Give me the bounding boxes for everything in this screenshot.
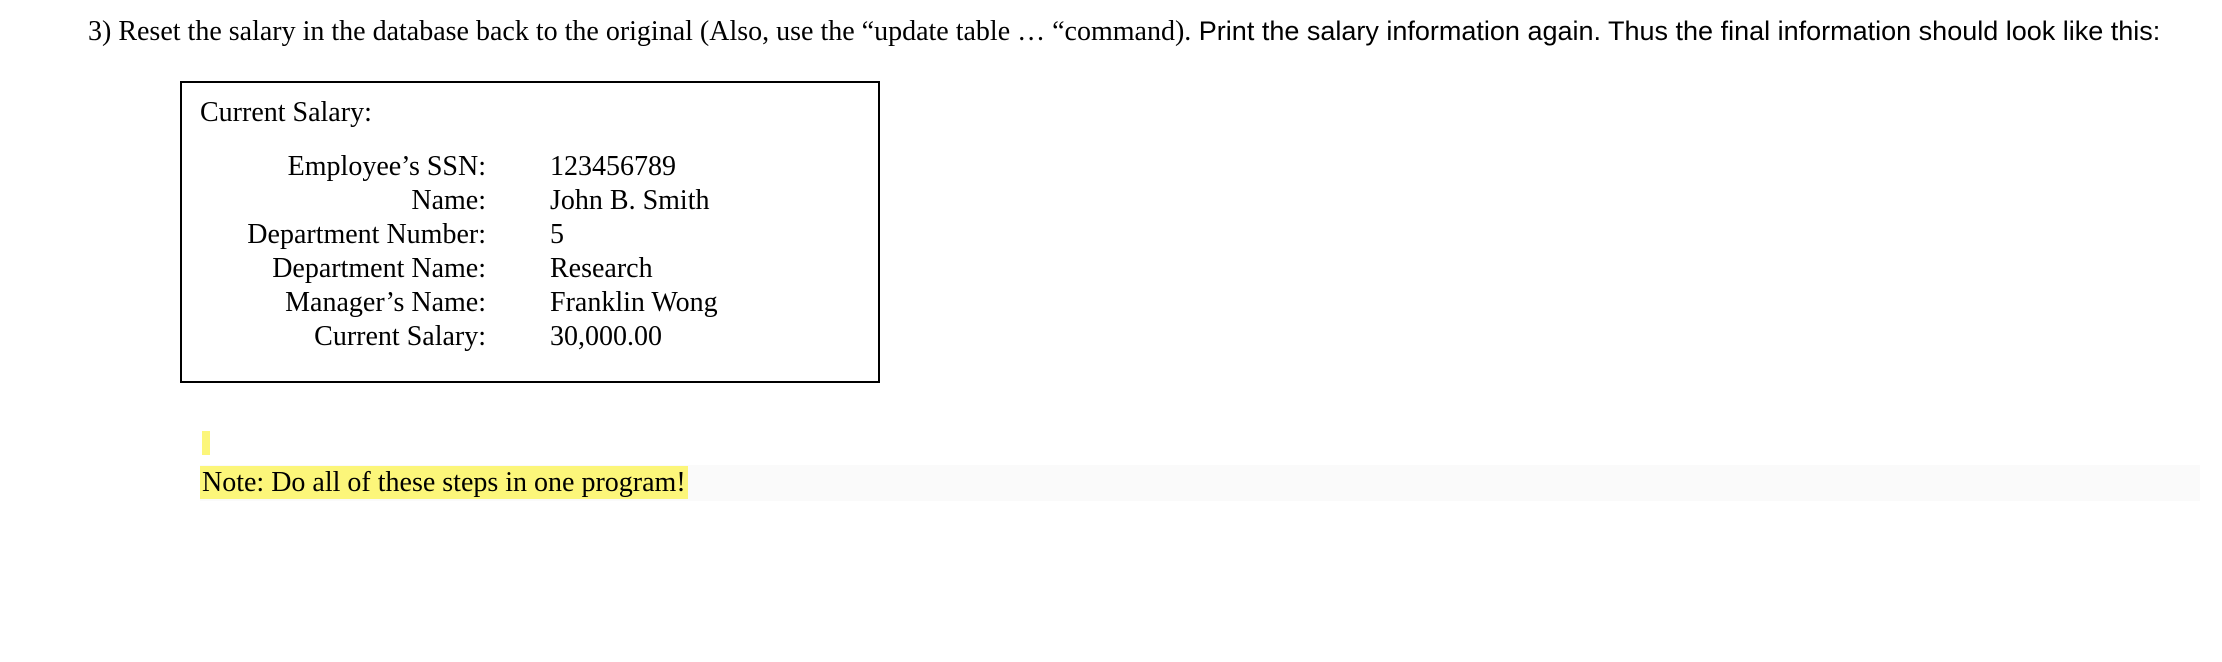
table-row: Name: John B. Smith [200, 185, 860, 217]
instruction-serif: Reset the salary in the database back to… [118, 16, 1191, 47]
row-label: Department Number: [200, 219, 490, 251]
row-value: 30,000.00 [490, 321, 662, 353]
note-text: Note: Do all of these steps in one progr… [200, 466, 688, 499]
note-bar: Note: Do all of these steps in one progr… [200, 465, 2200, 501]
box-header: Current Salary: [200, 97, 860, 129]
row-label: Department Name: [200, 253, 490, 285]
table-row: Department Number: 5 [200, 219, 860, 251]
row-label: Employee’s SSN: [200, 151, 490, 183]
note-container: Note: Do all of these steps in one progr… [0, 383, 2222, 501]
instruction-paragraph: 3) Reset the salary in the database back… [0, 0, 2222, 51]
instruction-sans: Print the salary information again. Thus… [1191, 16, 2160, 46]
row-value: 5 [490, 219, 564, 251]
table-row: Department Name: Research [200, 253, 860, 285]
table-row: Employee’s SSN: 123456789 [200, 151, 860, 183]
row-value: Franklin Wong [490, 287, 718, 319]
row-value: 123456789 [490, 151, 676, 183]
row-label: Name: [200, 185, 490, 217]
row-value: Research [490, 253, 653, 285]
row-value: John B. Smith [490, 185, 709, 217]
table-row: Current Salary: 30,000.00 [200, 321, 860, 353]
table-row: Manager’s Name: Franklin Wong [200, 287, 860, 319]
row-label: Manager’s Name: [200, 287, 490, 319]
bullet-number: 3) [88, 16, 111, 47]
row-label: Current Salary: [200, 321, 490, 353]
salary-info-box: Current Salary: Employee’s SSN: 12345678… [180, 81, 880, 383]
info-box-container: Current Salary: Employee’s SSN: 12345678… [0, 51, 2222, 383]
highlight-tick-icon [202, 431, 210, 455]
